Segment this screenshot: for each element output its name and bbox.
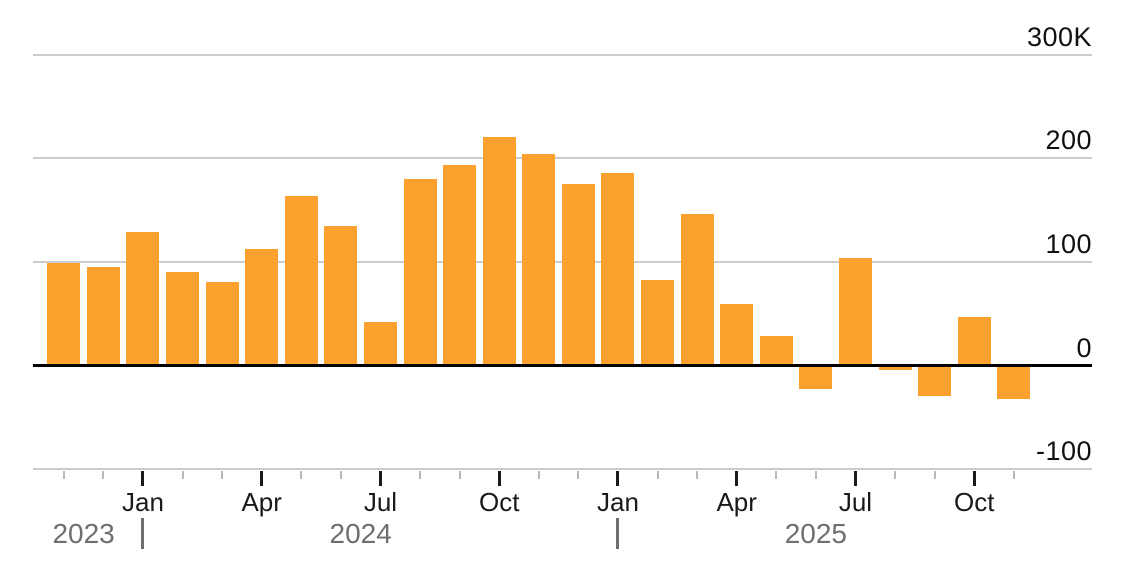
bar-aug-2024 (403, 179, 437, 366)
bar-feb-2024 (166, 272, 200, 366)
month-label-oct-2024: Oct (478, 487, 520, 517)
bar-jan-2024 (126, 232, 160, 366)
bar-jan-2025 (601, 172, 635, 366)
bar-may-2025 (759, 335, 793, 366)
year-divider-0 (141, 518, 145, 549)
bar-jul-2024 (363, 322, 397, 366)
month-label-jan-2024: Jan (121, 487, 164, 517)
bar-nov-2023 (47, 263, 81, 366)
bar-nov-2025 (997, 365, 1031, 399)
y-axis-label-100: 100 (1045, 229, 1092, 260)
quarter-tick-apr-2024 (260, 471, 264, 486)
y-axis-label-300k: 300K (1026, 21, 1092, 52)
bar-oct-2025 (957, 317, 991, 366)
month-tick-nov-2024 (537, 471, 540, 479)
gridline--100 (33, 468, 1092, 471)
bar-mar-2025 (680, 214, 714, 366)
month-tick-aug-2024 (419, 471, 422, 479)
month-tick-mar-2025 (696, 471, 699, 479)
quarter-tick-jul-2024 (378, 471, 382, 486)
month-tick-jun-2024 (339, 471, 342, 479)
bar-sep-2025 (918, 365, 952, 396)
y-axis-label-0: 0 (1076, 332, 1092, 363)
quarter-tick-oct-2024 (497, 471, 501, 486)
bar-nov-2024 (522, 154, 556, 366)
month-tick-feb-2024 (181, 471, 184, 479)
bar-jun-2025 (799, 365, 833, 389)
y-axis-label-200: 200 (1045, 125, 1092, 156)
month-tick-dec-2024 (577, 471, 580, 479)
month-tick-may-2024 (300, 471, 303, 479)
bar-feb-2025 (641, 279, 675, 366)
month-tick-sep-2024 (458, 471, 461, 479)
month-label-jul-2025: Jul (838, 487, 873, 517)
month-tick-nov-2025 (1012, 471, 1015, 479)
bar-aug-2025 (878, 365, 912, 370)
bar-dec-2023 (86, 267, 120, 366)
bar-jul-2025 (838, 257, 872, 366)
quarter-tick-oct-2025 (972, 471, 976, 486)
quarter-tick-apr-2025 (735, 471, 739, 486)
month-label-apr-2025: Apr (716, 487, 757, 517)
month-label-jul-2024: Jul (363, 487, 398, 517)
month-tick-jun-2025 (814, 471, 817, 479)
bar-mar-2024 (205, 281, 239, 366)
month-tick-may-2025 (775, 471, 778, 479)
quarter-tick-jul-2025 (853, 471, 857, 486)
bar-jun-2024 (324, 225, 358, 366)
month-label-oct-2025: Oct (953, 487, 995, 517)
year-label-2023: 2023 (52, 518, 115, 549)
quarter-tick-jan-2024 (141, 471, 145, 486)
year-label-2025: 2025 (784, 518, 848, 549)
month-tick-nov-2023 (62, 471, 65, 479)
month-tick-feb-2025 (656, 471, 659, 479)
month-tick-mar-2024 (221, 471, 224, 479)
month-label-jan-2025: Jan (596, 487, 639, 517)
month-tick-dec-2023 (102, 471, 105, 479)
quarter-tick-jan-2025 (616, 471, 620, 486)
bar-apr-2024 (245, 248, 279, 366)
zero-baseline (33, 364, 1092, 368)
bar-may-2024 (284, 195, 318, 366)
bar-apr-2025 (720, 303, 754, 366)
month-label-apr-2024: Apr (241, 487, 282, 517)
bar-dec-2024 (561, 184, 595, 366)
month-tick-aug-2025 (894, 471, 897, 479)
year-divider-1 (616, 518, 620, 549)
year-label-2024: 2024 (329, 518, 392, 549)
bar-sep-2024 (443, 164, 477, 366)
y-axis-label--100: -100 (1035, 436, 1092, 467)
gridline-200 (33, 157, 1092, 160)
bar-oct-2024 (482, 136, 516, 366)
month-tick-sep-2025 (933, 471, 936, 479)
gridline-300k (33, 53, 1092, 56)
